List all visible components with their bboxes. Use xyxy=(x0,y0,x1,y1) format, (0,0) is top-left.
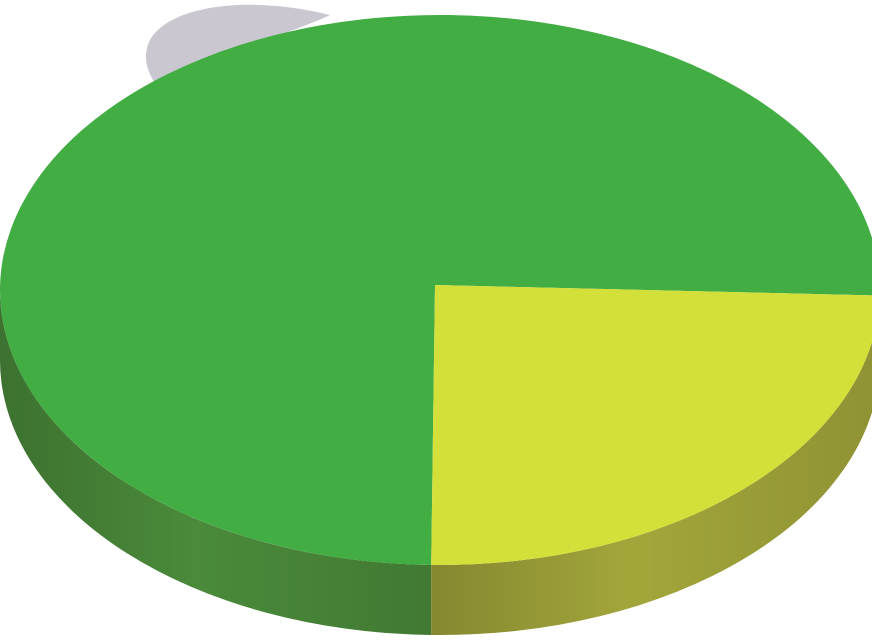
pie-top-layer xyxy=(0,15,872,565)
pie-side-shade-0 xyxy=(0,290,432,635)
pie-slice-0 xyxy=(0,15,872,565)
pie-side-layer xyxy=(0,290,872,635)
pie-slice-1 xyxy=(431,285,872,565)
pie-side-shade-1 xyxy=(431,341,872,635)
